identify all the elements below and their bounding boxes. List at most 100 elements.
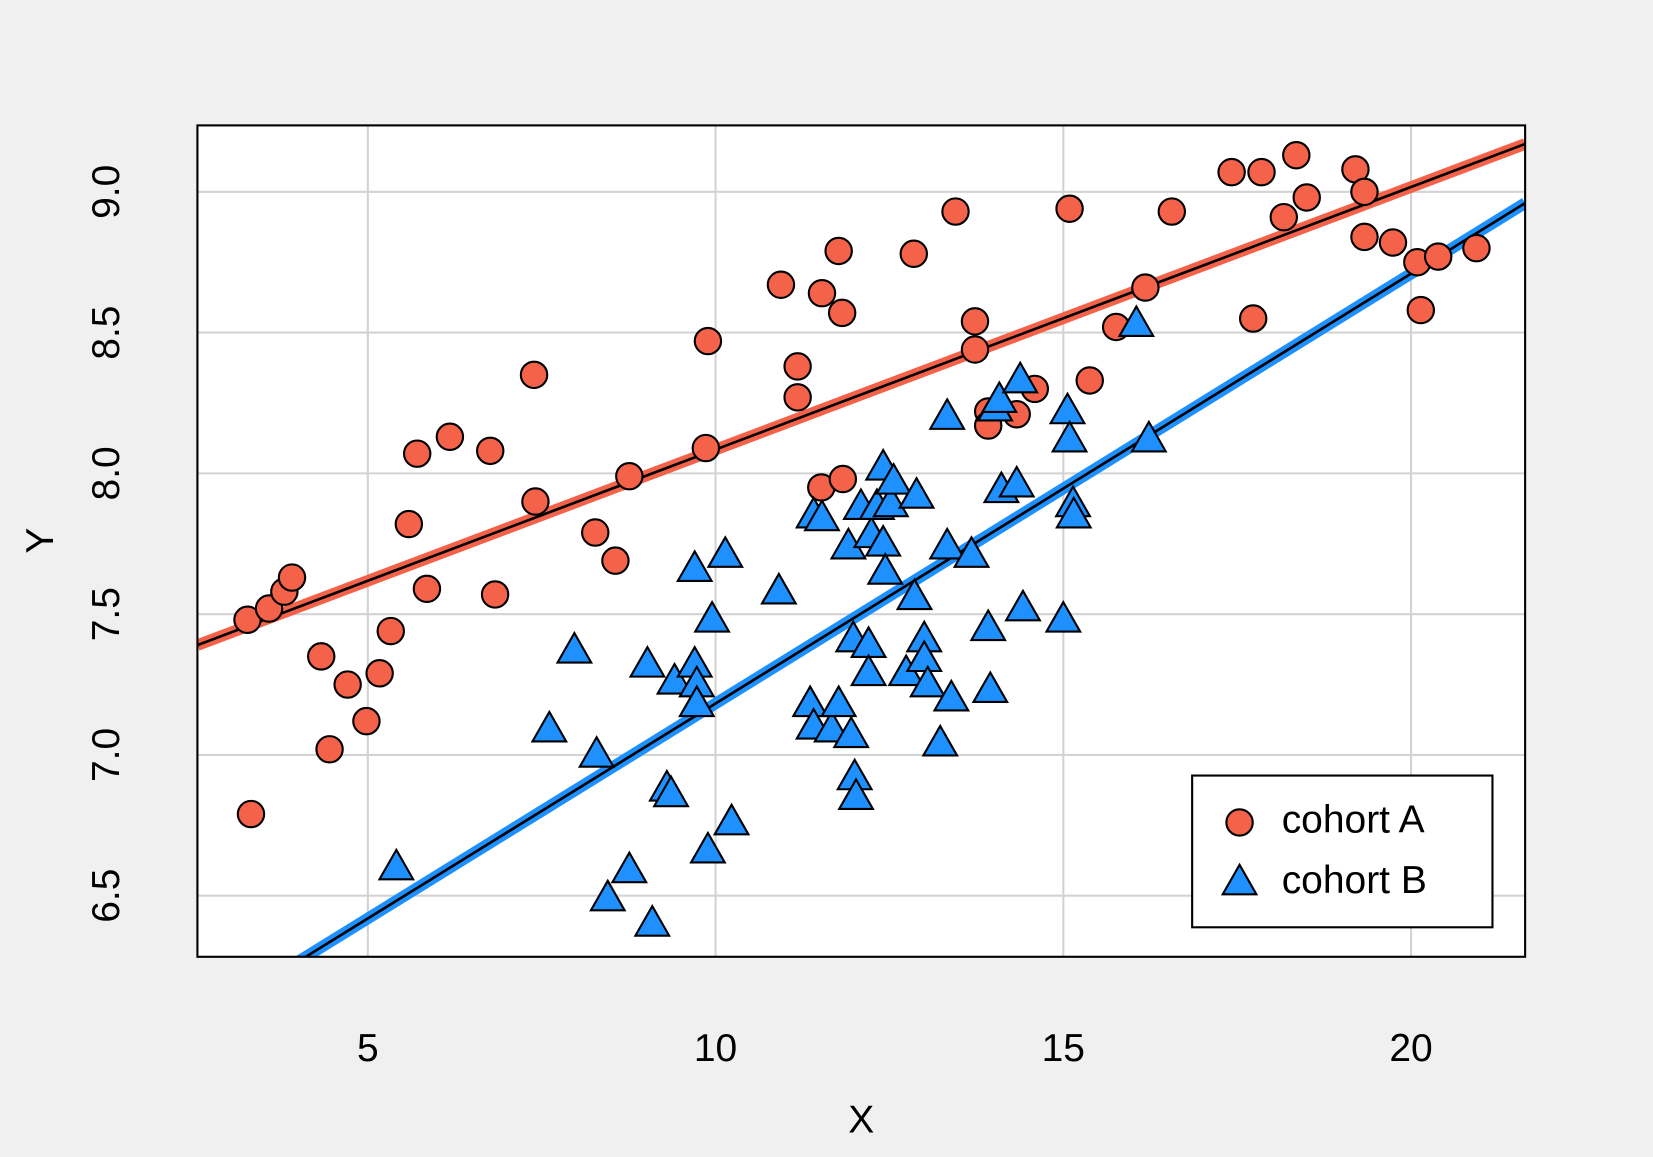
legend-label: cohort B: [1282, 859, 1427, 902]
point: [1075, 366, 1104, 395]
point: [475, 436, 505, 466]
point: [712, 802, 751, 836]
point: [832, 715, 870, 749]
point: [807, 278, 837, 308]
point: [1247, 157, 1276, 187]
point: [828, 464, 858, 494]
x-tick-label: 5: [357, 1027, 379, 1070]
point: [610, 850, 649, 884]
point: [693, 599, 731, 633]
point: [998, 464, 1036, 498]
point: [969, 608, 1007, 642]
point: [766, 270, 796, 299]
point: [652, 774, 690, 808]
point: [1350, 177, 1379, 207]
fit-line-core: [303, 201, 1526, 957]
point: [866, 552, 904, 585]
point: [928, 526, 966, 560]
point: [628, 645, 667, 678]
x-tick-label: 15: [1042, 1027, 1085, 1070]
y-axis-title: Y: [19, 528, 62, 554]
point: [1050, 419, 1089, 453]
point: [706, 535, 744, 568]
point: [365, 659, 394, 688]
y-tick-label: 8.5: [85, 306, 128, 360]
point: [1001, 360, 1039, 394]
point: [655, 661, 694, 695]
point: [480, 580, 510, 609]
plot-frame: [196, 124, 1527, 958]
point: [941, 197, 970, 226]
point: [377, 847, 416, 881]
point: [980, 380, 1019, 414]
x-tick-label: 10: [694, 1027, 737, 1070]
point: [577, 735, 616, 768]
point: [1157, 197, 1187, 226]
point: [306, 642, 336, 671]
point: [1269, 202, 1299, 232]
point: [824, 236, 853, 266]
x-tick-label: 20: [1389, 1027, 1432, 1070]
point: [1378, 228, 1408, 257]
point: [435, 422, 465, 452]
point: [895, 577, 934, 611]
legend-marker: [1225, 808, 1254, 837]
point: [1117, 304, 1156, 338]
point: [236, 799, 266, 829]
point: [1130, 419, 1168, 453]
point: [897, 476, 936, 509]
fit-line-core: [197, 142, 1526, 647]
y-tick-label: 6.5: [85, 869, 128, 923]
point: [960, 307, 990, 336]
point: [633, 904, 671, 937]
point: [874, 462, 913, 495]
y-tick-label: 9.0: [85, 165, 128, 219]
point: [932, 678, 971, 712]
point: [928, 397, 966, 430]
point: [1238, 304, 1268, 333]
point: [783, 352, 812, 381]
point: [1462, 233, 1491, 263]
point: [1423, 242, 1453, 271]
point: [521, 487, 550, 516]
y-tick-label: 8.0: [85, 446, 128, 500]
point: [412, 574, 442, 604]
point: [581, 518, 610, 547]
point: [783, 383, 812, 412]
point: [921, 723, 959, 757]
legend-marker: [1220, 862, 1259, 896]
point: [1044, 599, 1082, 633]
point: [960, 335, 990, 364]
point: [519, 360, 549, 390]
point: [849, 653, 888, 687]
point: [691, 433, 721, 463]
point: [676, 549, 714, 582]
point: [813, 709, 851, 743]
point: [376, 616, 405, 646]
point: [1055, 194, 1084, 223]
point: [1048, 391, 1087, 425]
x-axis-title: X: [848, 1099, 874, 1142]
point: [1131, 273, 1160, 302]
point: [909, 664, 947, 698]
point: [530, 709, 569, 743]
point: [277, 563, 307, 592]
point: [589, 878, 627, 912]
point: [693, 326, 723, 356]
point: [601, 546, 630, 575]
point: [1350, 222, 1379, 252]
point: [394, 509, 424, 539]
point: [333, 670, 362, 699]
point: [952, 535, 991, 568]
point: [1282, 141, 1311, 170]
point: [678, 684, 716, 718]
point: [819, 684, 858, 718]
y-tick-label: 7.5: [85, 587, 128, 641]
point: [352, 706, 381, 736]
point: [1004, 588, 1042, 622]
point: [402, 439, 432, 468]
point: [1292, 183, 1321, 212]
point: [1217, 157, 1246, 187]
point: [872, 484, 910, 518]
